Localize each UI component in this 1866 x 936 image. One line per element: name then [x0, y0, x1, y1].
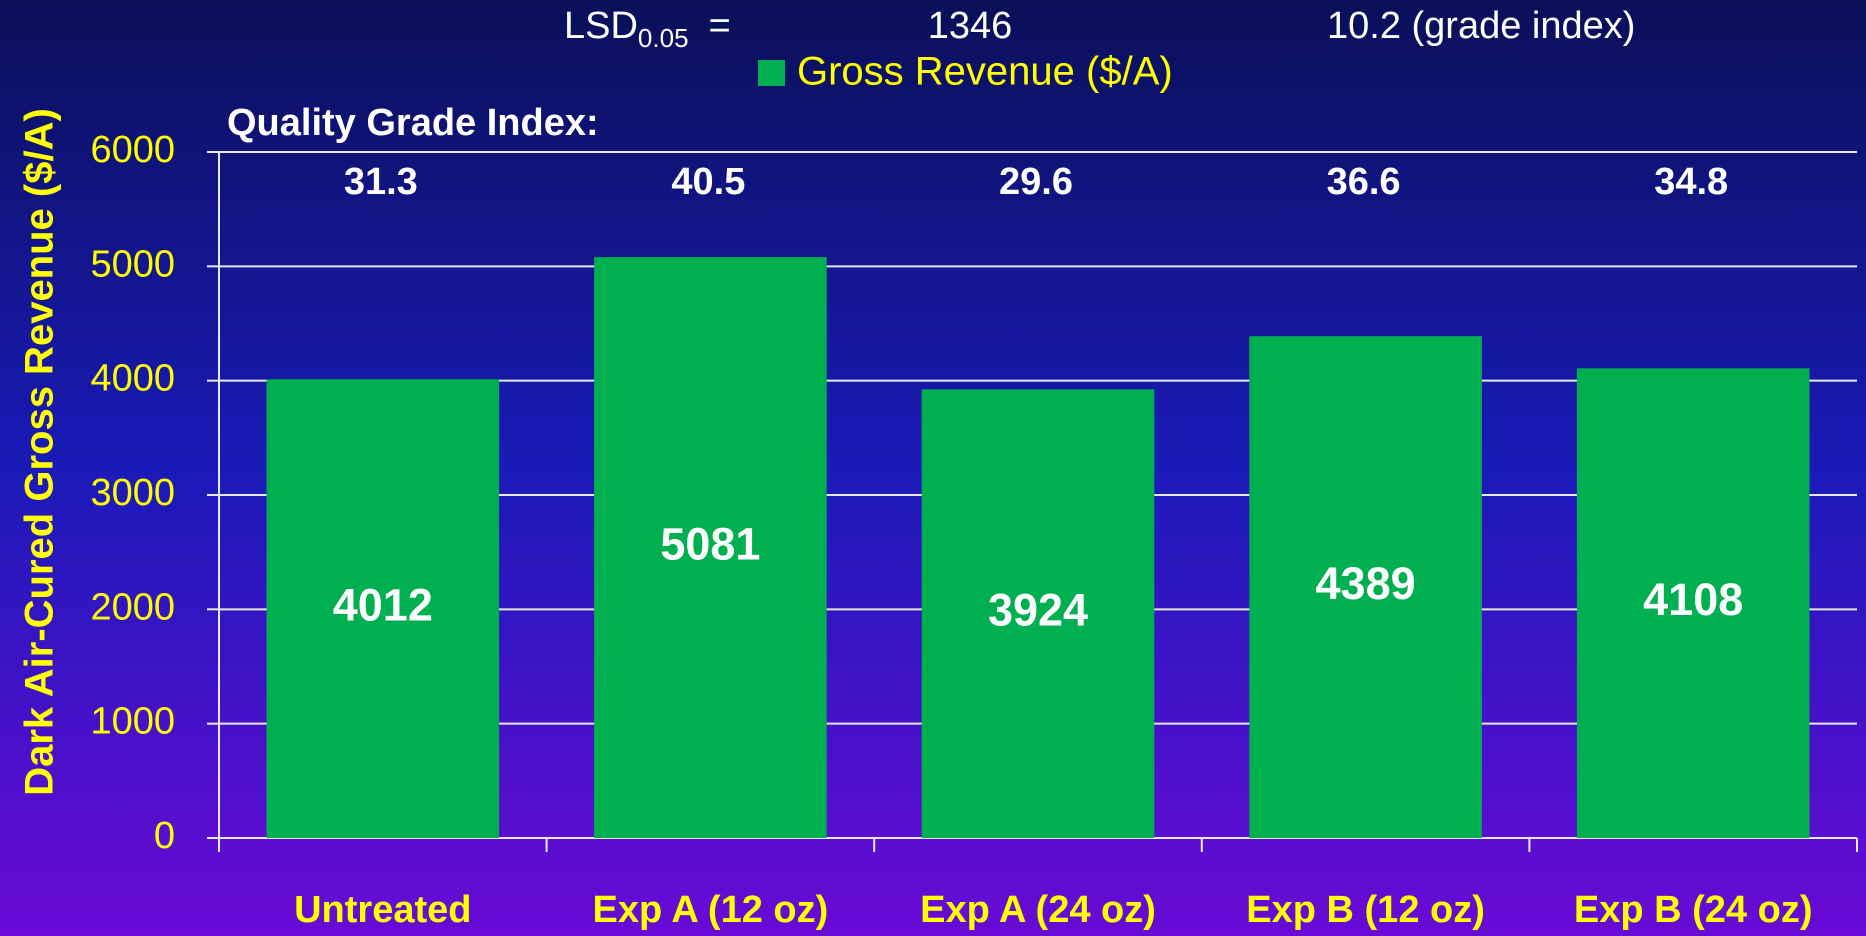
y-tick-label: 0	[154, 815, 175, 857]
grade-index: 36.6	[1327, 161, 1401, 203]
bar	[266, 379, 500, 838]
y-axis-title: Dark Air-Cured Gross Revenue ($/A)	[18, 108, 62, 796]
y-tick-label: 3000	[90, 472, 175, 514]
legend-label: Gross Revenue ($/A)	[797, 50, 1173, 94]
x-tick-label: Exp A (12 oz)	[593, 889, 829, 931]
bar	[594, 257, 827, 838]
lsd-revenue: 1346	[928, 5, 1013, 47]
grade-index: 29.6	[999, 161, 1073, 203]
x-tick-label: Exp B (24 oz)	[1574, 889, 1813, 931]
y-tick-label: 6000	[90, 129, 175, 171]
value-label: 3924	[988, 585, 1088, 636]
value-label: 4108	[1643, 574, 1743, 625]
y-tick-label: 5000	[90, 243, 175, 285]
y-tick-label: 4000	[90, 358, 175, 400]
bar	[921, 389, 1155, 838]
bar	[1576, 368, 1810, 838]
x-tick-label: Exp A (24 oz)	[920, 889, 1156, 931]
bar	[1249, 336, 1482, 838]
value-label: 5081	[660, 518, 760, 569]
lsd-subscript: 0.05	[638, 23, 689, 53]
x-tick-label: Exp B (12 oz)	[1246, 889, 1485, 931]
lsd-equals: =	[709, 5, 731, 47]
grade-index: 31.3	[344, 161, 418, 203]
x-tick-label: Untreated	[294, 889, 471, 931]
y-tick-label: 2000	[90, 586, 175, 628]
value-label: 4389	[1316, 558, 1416, 609]
y-tick-label: 1000	[90, 701, 175, 743]
lsd-label: LSD	[564, 5, 638, 47]
lsd-grade: 10.2 (grade index)	[1327, 5, 1635, 47]
grade-index: 40.5	[671, 161, 745, 203]
lsd-line: LSD0.05 =	[564, 5, 731, 53]
grade-index: 34.8	[1654, 161, 1728, 203]
quality-label: Quality Grade Index:	[227, 102, 599, 144]
legend-swatch	[758, 60, 785, 86]
value-label: 4012	[333, 580, 433, 631]
